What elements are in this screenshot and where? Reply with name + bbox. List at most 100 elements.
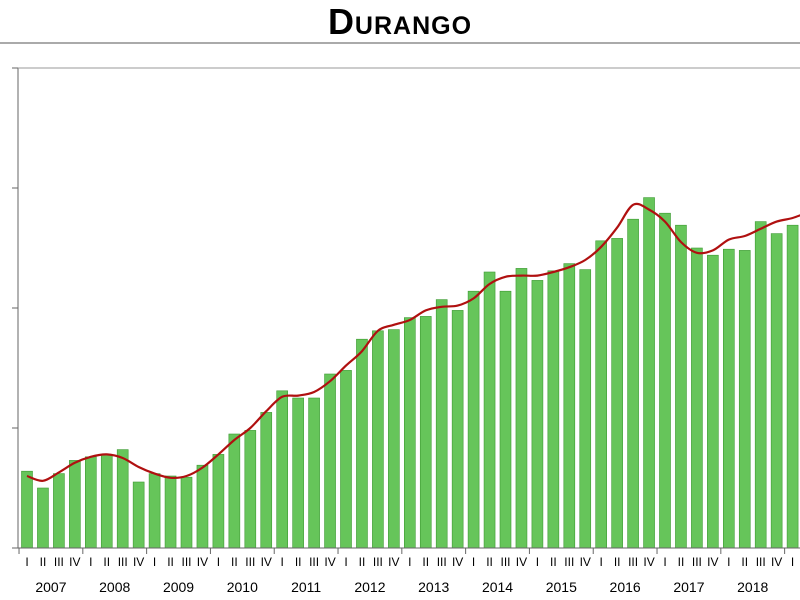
chart-title: Durango xyxy=(327,1,473,42)
quarter-tick-label: I xyxy=(281,555,284,569)
year-label: 2018 xyxy=(737,579,768,595)
year-label: 2013 xyxy=(418,579,449,595)
bar xyxy=(388,329,400,549)
bar xyxy=(292,397,304,549)
year-label: 2010 xyxy=(227,579,258,595)
quarter-tick-label: II xyxy=(486,555,493,569)
quarter-tick-label: III xyxy=(500,555,510,569)
quarter-tick-label: II xyxy=(103,555,110,569)
bar xyxy=(372,330,384,549)
bar xyxy=(276,390,289,549)
bar xyxy=(21,470,33,549)
year-label: 2011 xyxy=(291,579,321,595)
quarter-tick-label: II xyxy=(359,555,366,569)
year-label: 2017 xyxy=(673,579,704,595)
bar xyxy=(419,316,432,549)
quarter-tick-label: IV xyxy=(707,555,718,569)
quarter-tick-label: I xyxy=(472,555,475,569)
trend-line xyxy=(26,202,800,482)
bar xyxy=(244,430,257,549)
quarter-tick-label: II xyxy=(231,555,238,569)
bar xyxy=(643,197,655,549)
quarter-tick-label: III xyxy=(118,555,128,569)
bar xyxy=(435,299,448,549)
year-label: 2016 xyxy=(610,579,641,595)
bar xyxy=(579,269,592,549)
quarter-tick-label: III xyxy=(756,555,766,569)
quarter-tick-label: I xyxy=(25,555,28,569)
quarter-tick-label: II xyxy=(614,555,621,569)
quarter-tick-label: IV xyxy=(643,555,654,569)
quarter-tick-label: III xyxy=(373,555,383,569)
quarter-tick-label: I xyxy=(153,555,156,569)
quarter-tick-label: I xyxy=(344,555,347,569)
bar xyxy=(85,456,97,549)
year-label: 2007 xyxy=(35,579,66,595)
quarter-tick-label: IV xyxy=(388,555,399,569)
quarter-tick-label: IV xyxy=(197,555,208,569)
bar xyxy=(722,248,735,549)
quarter-tick-label: II xyxy=(741,555,748,569)
quarter-tick-label: III xyxy=(437,555,447,569)
quarter-tick-label: III xyxy=(628,555,638,569)
bar xyxy=(100,454,113,549)
bar xyxy=(467,290,480,549)
quarter-tick-label: II xyxy=(295,555,302,569)
bar xyxy=(691,247,703,549)
quarter-tick-label: IV xyxy=(771,555,782,569)
quarter-tick-label: I xyxy=(536,555,539,569)
bar xyxy=(37,487,49,549)
bar xyxy=(611,238,623,549)
bar xyxy=(340,370,352,549)
quarter-tick-label: II xyxy=(678,555,685,569)
bar xyxy=(212,454,225,549)
quarter-tick-label: IV xyxy=(261,555,272,569)
bar xyxy=(754,221,767,549)
bar xyxy=(659,212,671,549)
bar xyxy=(260,412,273,549)
bar xyxy=(770,233,783,549)
quarter-tick-label: I xyxy=(791,555,794,569)
quarter-tick-label: II xyxy=(167,555,174,569)
quarter-tick-label: III xyxy=(692,555,702,569)
bar xyxy=(132,481,145,549)
quarter-tick-label: III xyxy=(309,555,319,569)
quarter-tick-label: II xyxy=(422,555,429,569)
quarter-tick-label: IV xyxy=(133,555,144,569)
bar xyxy=(324,373,336,549)
bar xyxy=(148,473,161,549)
year-label: 2009 xyxy=(163,579,194,595)
bar xyxy=(356,338,368,549)
bar xyxy=(180,476,193,549)
bar xyxy=(563,263,576,549)
quarter-tick-label: I xyxy=(600,555,603,569)
bar xyxy=(403,317,416,549)
bar xyxy=(196,464,209,549)
quarter-tick-label: I xyxy=(663,555,666,569)
quarter-tick-label: I xyxy=(408,555,411,569)
quarter-tick-label: I xyxy=(727,555,730,569)
bar xyxy=(483,271,496,549)
bar xyxy=(547,270,560,549)
bar xyxy=(595,240,608,549)
quarter-tick-label: IV xyxy=(452,555,463,569)
year-label: 2014 xyxy=(482,579,513,595)
quarter-tick-label: I xyxy=(217,555,220,569)
quarter-tick-label: IV xyxy=(69,555,80,569)
quarter-tick-label: III xyxy=(245,555,255,569)
bar xyxy=(786,224,799,549)
bar xyxy=(164,475,177,549)
bar xyxy=(69,460,81,549)
quarter-tick-label: I xyxy=(89,555,92,569)
quarter-tick-label: IV xyxy=(516,555,527,569)
quarter-tick-label: III xyxy=(181,555,191,569)
quarter-tick-label: IV xyxy=(324,555,335,569)
bar xyxy=(531,280,544,549)
bar xyxy=(707,254,719,549)
bar xyxy=(738,250,751,549)
bar xyxy=(308,397,320,549)
quarter-tick-label: IV xyxy=(580,555,591,569)
bar xyxy=(116,449,129,549)
bar xyxy=(627,218,639,549)
